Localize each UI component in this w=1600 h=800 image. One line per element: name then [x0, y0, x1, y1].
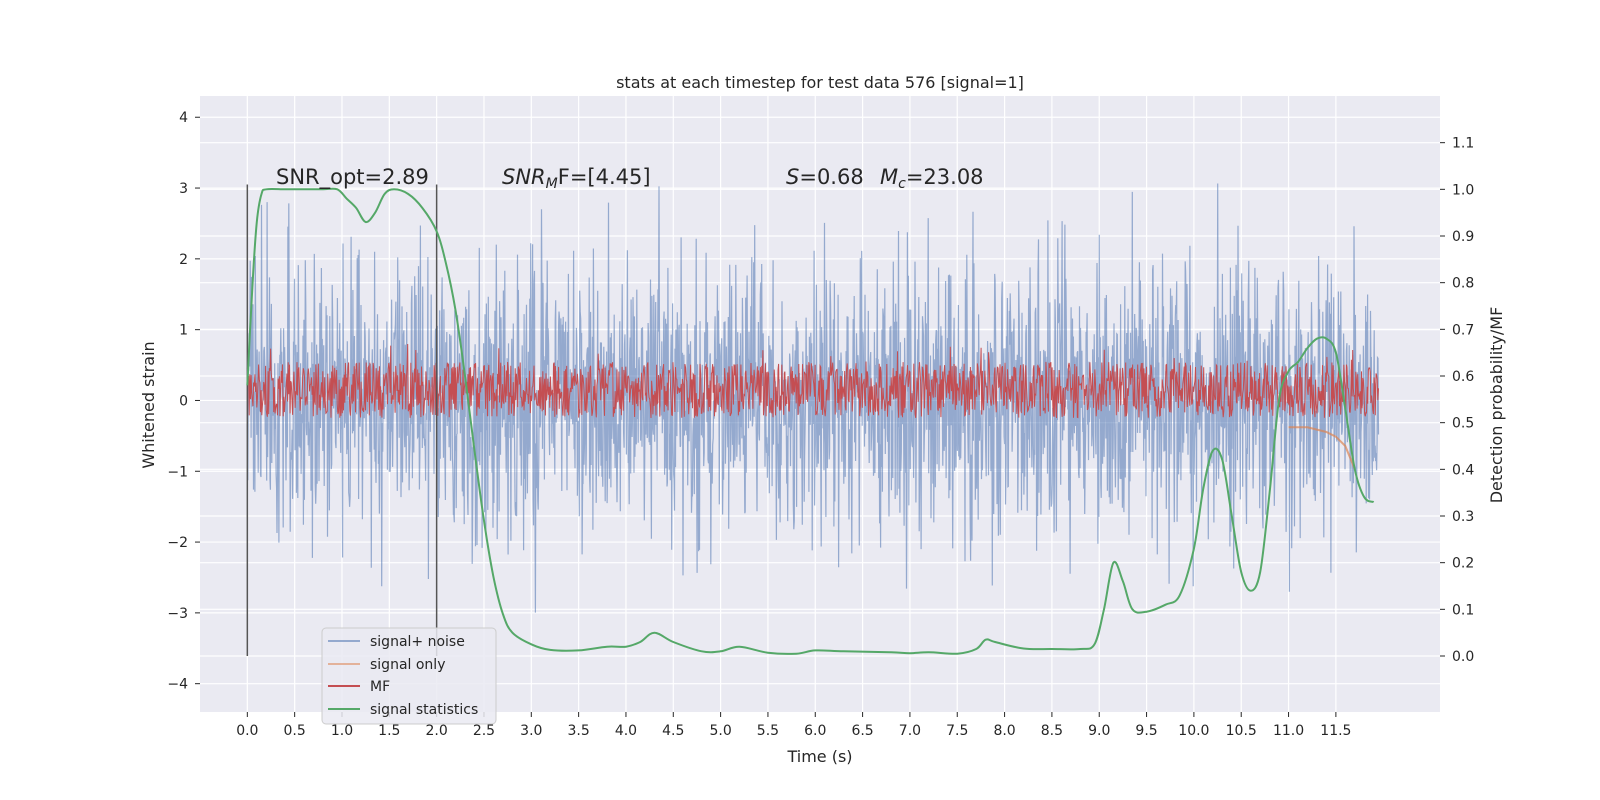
y-axis-ticks: 4 3 2 1 0 −1 −2 −3 −4	[167, 110, 200, 693]
x-tick-label: 0.5	[284, 723, 306, 739]
x-tick-label: 8.0	[993, 723, 1015, 739]
x-tick-label: 5.0	[709, 723, 731, 739]
y2-tick-label: 0.5	[1452, 416, 1474, 432]
x-tick-label: 1.5	[378, 723, 400, 739]
legend-label-signal-statistics: signal statistics	[370, 702, 478, 718]
legend-label-signal-noise: signal+ noise	[370, 634, 465, 650]
x-tick-label: 3.0	[520, 723, 542, 739]
y-tick-label: 2	[179, 252, 188, 268]
y-tick-label: 0	[179, 393, 188, 409]
y2-tick-label: 0.4	[1452, 462, 1474, 478]
x-axis-ticks: 0.0 0.5 1.0 1.5 2.0 2.5 3.0 3.5 4.0 4.5 5.0 5.5 6.0 6…	[236, 712, 1351, 739]
y-axis-label: Whitened strain	[139, 341, 158, 468]
signal-statistics-series	[246, 187, 1375, 655]
annotation-snr-mf: SNRMF=[4.45]	[502, 165, 651, 192]
y2-axis-ticks: 1.1 1.0 0.9 0.8 0.7 0.6 0.5 0.4 0.3 0.2 0.1 0.0	[1440, 136, 1474, 665]
y-tick-label: 3	[179, 181, 188, 197]
x-tick-label: 6.0	[804, 723, 826, 739]
y-tick-label: −4	[167, 677, 188, 693]
annotation-chirp-mass: Mc=23.08	[880, 165, 984, 192]
detection-window-lines	[246, 184, 438, 656]
x-tick-label: 10.5	[1226, 723, 1257, 739]
legend-label-signal-only: signal only	[370, 657, 445, 673]
mf-series	[246, 343, 1379, 419]
y-tick-label: 1	[179, 323, 188, 339]
y2-tick-label: 1.0	[1452, 182, 1474, 198]
y2-axis-label: Detection probability/MF	[1487, 307, 1506, 504]
mf-line	[246, 343, 1379, 419]
x-tick-label: 2.5	[473, 723, 495, 739]
y2-tick-label: 0.6	[1452, 369, 1474, 385]
y2-tick-label: 0.8	[1452, 276, 1474, 292]
x-tick-label: 10.0	[1178, 723, 1209, 739]
x-tick-label: 9.5	[1135, 723, 1157, 739]
x-tick-label: 2.0	[426, 723, 448, 739]
y-tick-label: −2	[167, 535, 188, 551]
x-tick-label: 3.5	[567, 723, 589, 739]
annotation-spin: S=0.68	[786, 165, 864, 189]
y2-tick-label: 0.9	[1452, 229, 1474, 245]
y2-tick-label: 0.0	[1452, 649, 1474, 665]
signal-only-series	[1288, 426, 1356, 470]
y2-tick-label: 0.1	[1452, 602, 1474, 618]
x-tick-label: 7.0	[899, 723, 921, 739]
y-tick-label: −1	[167, 464, 188, 480]
x-tick-label: 7.5	[946, 723, 968, 739]
signal-statistics-line	[246, 187, 1375, 655]
x-tick-label: 6.5	[851, 723, 873, 739]
x-tick-label: 4.5	[662, 723, 684, 739]
legend: signal+ noise signal only MF signal stat…	[321, 627, 497, 725]
legend-label-mf: MF	[370, 679, 390, 695]
chart-title: stats at each timestep for test data 576…	[616, 73, 1024, 92]
signal-only-line	[1288, 426, 1356, 470]
x-tick-label: 9.0	[1088, 723, 1110, 739]
x-tick-label: 1.0	[331, 723, 353, 739]
y2-tick-label: 0.3	[1452, 509, 1474, 525]
x-tick-label: 0.0	[236, 723, 258, 739]
y2-tick-label: 0.2	[1452, 556, 1474, 572]
x-axis-label: Time (s)	[786, 747, 852, 766]
y-tick-label: 4	[179, 110, 188, 126]
x-tick-label: 8.5	[1041, 723, 1063, 739]
x-tick-label: 11.0	[1273, 723, 1304, 739]
y2-tick-label: 1.1	[1452, 136, 1474, 152]
x-tick-label: 5.5	[757, 723, 779, 739]
y2-tick-label: 0.7	[1452, 322, 1474, 338]
annotation-snr-opt: SNR_opt=2.89	[276, 165, 429, 190]
x-tick-label: 4.0	[615, 723, 637, 739]
y-tick-label: −3	[167, 606, 188, 622]
x-tick-label: 11.5	[1320, 723, 1351, 739]
